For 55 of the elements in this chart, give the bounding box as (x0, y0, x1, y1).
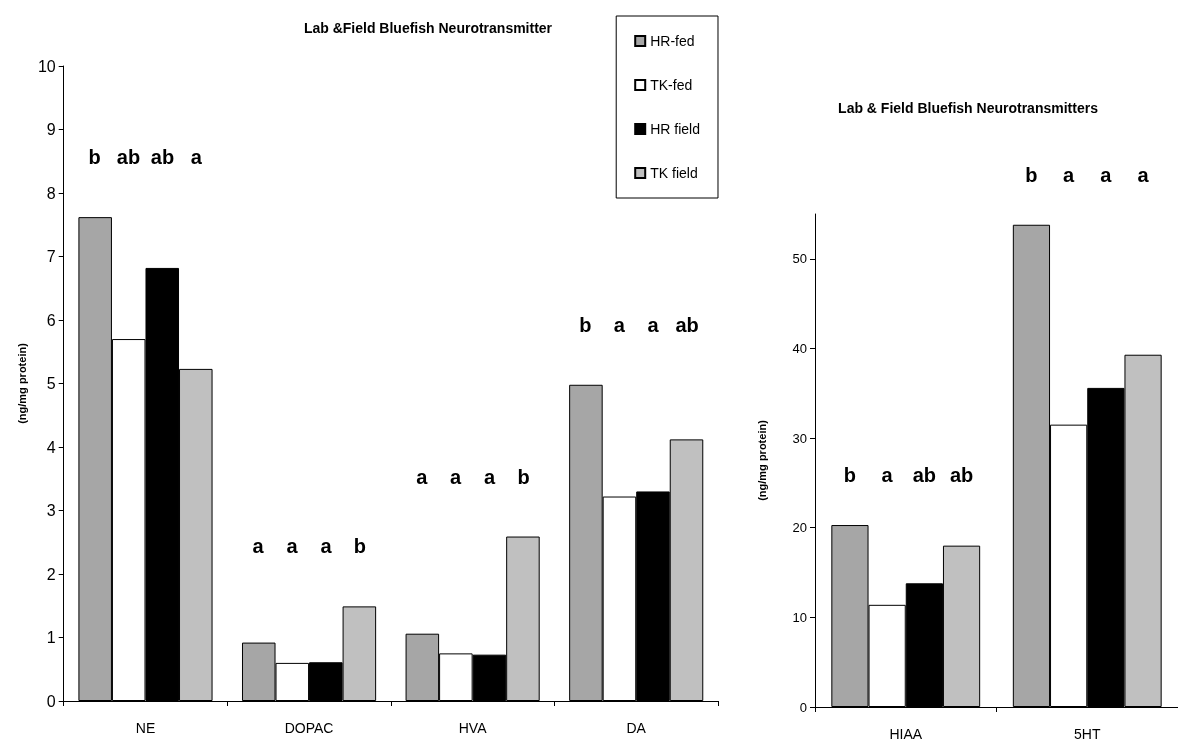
x-tick-label: DA (626, 720, 647, 736)
annotation: b (843, 464, 857, 487)
annotation: ab (150, 146, 175, 169)
annotation: ab (675, 313, 699, 336)
annotation: b (517, 465, 530, 488)
annotation: b (353, 535, 367, 558)
text: a (1137, 163, 1150, 186)
annotation: a (190, 146, 203, 169)
y-tick-label: 10 (792, 609, 807, 625)
y-tick-label: 9 (46, 121, 56, 138)
y-tick-label: 10 (37, 57, 56, 75)
y-tick-label: 0 (46, 692, 56, 710)
annotation: a (252, 535, 265, 558)
annotation: b (88, 146, 101, 169)
y-tick-label: 6 (46, 311, 56, 329)
annotation: a (286, 535, 299, 558)
y-tick-label: 30 (792, 430, 807, 446)
annotation: a (647, 313, 660, 336)
chart-title: Lab &Field Bluefish Neurotransmitter (303, 20, 553, 36)
legend-label: TK-fed (650, 77, 693, 93)
annotation: a (613, 313, 626, 336)
y-tick-label: 7 (46, 248, 56, 265)
y-tick-label: 8 (46, 184, 56, 202)
text: a (1063, 163, 1076, 186)
annotation: a (320, 535, 333, 558)
annotation: a (416, 465, 429, 488)
chart-title: Lab & Field Bluefish Neurotransmitters (838, 100, 1099, 116)
y-tick-label: 5 (46, 375, 56, 392)
annotation: a (484, 465, 497, 488)
annotation: ab (949, 464, 974, 487)
text: a (1100, 163, 1113, 186)
x-tick-label: 5HT (1074, 726, 1101, 742)
y-tick-label: 4 (46, 438, 56, 456)
y-tick-label: 40 (792, 340, 807, 356)
y-tick-label: 2 (46, 565, 56, 583)
annotation: a (450, 465, 463, 488)
text: b (1025, 163, 1038, 186)
legend-label: HR field (650, 121, 700, 137)
y-axis-title: (ng/mg protein) (755, 419, 768, 501)
legend-label: TK field (650, 165, 698, 181)
annotation: a (881, 464, 894, 487)
annotation: b (579, 313, 592, 336)
y-tick-label: 0 (799, 699, 807, 715)
y-tick-label: 1 (46, 629, 56, 646)
x-tick-label: DOPAC (284, 720, 334, 736)
y-tick-label: 50 (792, 251, 807, 267)
y-tick-label: 3 (46, 502, 56, 519)
annotation: ab (912, 464, 937, 487)
x-tick-label: HVA (458, 720, 488, 736)
legend-label: HR-fed (650, 33, 695, 49)
annotation: ab (116, 146, 141, 169)
y-tick-label: 20 (792, 520, 807, 536)
x-tick-label: HIAA (889, 726, 923, 742)
y-axis-title: (ng/mg protein) (15, 342, 28, 424)
x-tick-label: NE (135, 720, 156, 736)
